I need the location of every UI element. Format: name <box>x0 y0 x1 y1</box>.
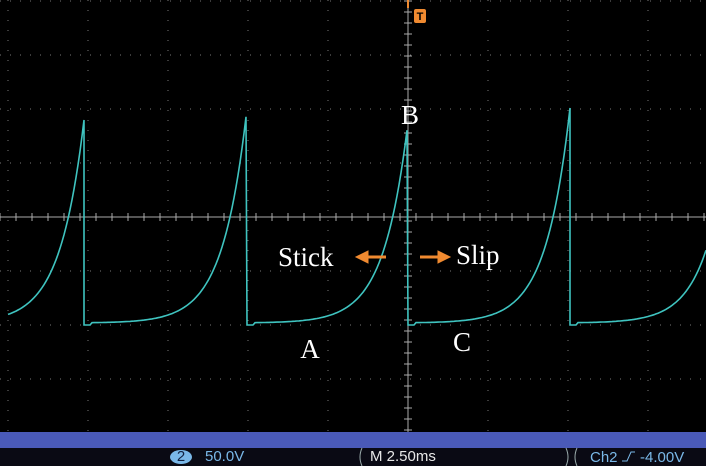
trigger-source: Ch2 <box>590 449 618 466</box>
channel-number: 2 <box>177 448 185 465</box>
trigger-marker: T <box>417 11 424 23</box>
label-slip: Slip <box>456 240 500 270</box>
scope-screen: T B A C Stick Slip 2 50.0V M 2.50ms Ch2 … <box>0 0 706 466</box>
status-bar-top <box>0 432 706 448</box>
channel-scale: 50.0V <box>205 448 244 465</box>
timebase: M 2.50ms <box>370 448 436 465</box>
label-c: C <box>453 327 471 357</box>
display-bg <box>0 0 706 466</box>
label-b: B <box>401 100 419 130</box>
trigger-level: -4.00V <box>640 449 684 466</box>
label-stick: Stick <box>278 242 334 272</box>
label-a: A <box>300 334 320 364</box>
